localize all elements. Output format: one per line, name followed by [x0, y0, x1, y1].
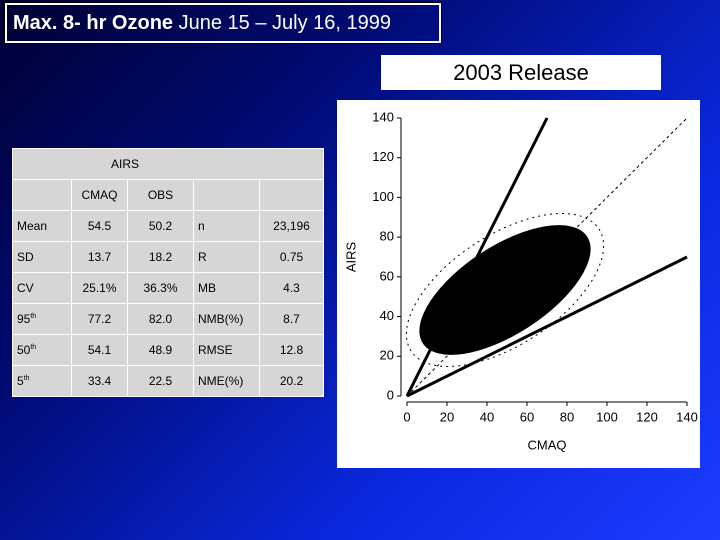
- stat-name: n: [193, 210, 260, 242]
- row-label-sup: th: [30, 313, 37, 320]
- y-tick-label: 100: [372, 189, 394, 204]
- row-label: 50th: [12, 334, 72, 366]
- table-cell: 54.5: [71, 210, 128, 242]
- x-axis-label: CMAQ: [528, 437, 567, 452]
- table-cell: 77.2: [71, 303, 128, 335]
- table-row: CV 25.1% 36.3% MB 4.3: [12, 272, 324, 304]
- table-cell: 0.75: [259, 241, 324, 273]
- x-tick-label: 60: [520, 409, 534, 424]
- table-cell: 12.8: [259, 334, 324, 366]
- row-label-text: CV: [17, 281, 34, 295]
- table-cell: 82.0: [127, 303, 194, 335]
- row-label-text: SD: [17, 250, 34, 264]
- table-cell: 4.3: [259, 272, 324, 304]
- table-cell: 22.5: [127, 365, 194, 397]
- scatter-chart: 0 20 40 60 80 100 120 140 0 20 40 60 80 100 120 140 CMAQ…: [337, 100, 700, 468]
- table-row: SD 13.7 18.2 R 0.75: [12, 241, 324, 273]
- y-tick-label: 120: [372, 149, 394, 164]
- y-tick-label: 60: [380, 268, 394, 283]
- table-cell: 8.7: [259, 303, 324, 335]
- blank-cell: [12, 179, 72, 211]
- row-label: Mean: [12, 210, 72, 242]
- x-tick-label: 40: [480, 409, 494, 424]
- table-row: 5th 33.4 22.5 NME(%) 20.2: [12, 365, 324, 397]
- row-label: 5th: [12, 365, 72, 397]
- stat-name: MB: [193, 272, 260, 304]
- cloud-core: [419, 225, 591, 355]
- x-tick-label: 80: [560, 409, 574, 424]
- table-cell: 33.4: [71, 365, 128, 397]
- y-tick-label: 20: [380, 348, 394, 363]
- y-tick-label: 140: [372, 109, 394, 124]
- title-rest: June 15 – July 16, 1999: [178, 12, 391, 34]
- x-tick-label: 0: [403, 409, 410, 424]
- row-label: SD: [12, 241, 72, 273]
- row-label-text: 50: [17, 343, 31, 357]
- stat-name: R: [193, 241, 260, 273]
- column-header: OBS: [127, 179, 194, 211]
- release-label: 2003 Release: [381, 55, 661, 90]
- table-row: Mean 54.5 50.2 n 23,196: [12, 210, 324, 242]
- title-bold: Max. 8- hr Ozone: [13, 12, 174, 34]
- x-tick-label: 140: [676, 409, 698, 424]
- stats-table: AIRS CMAQ OBS Mean 54.5 50.2 n 23,196 SD 13.7 18.2…: [12, 148, 324, 397]
- cloud-halo: [405, 213, 605, 367]
- table-cell: 48.9: [127, 334, 194, 366]
- blank-cell: [193, 179, 260, 211]
- y-tick-label: 40: [380, 308, 394, 323]
- y-axis-label: AIRS: [343, 242, 358, 273]
- stat-name: RMSE: [193, 334, 260, 366]
- table-cell: 20.2: [259, 365, 324, 397]
- reference-line: [406, 255, 688, 398]
- table-cell: 36.3%: [127, 272, 194, 304]
- point-cloud: [405, 213, 605, 367]
- stat-name: NME(%): [193, 365, 260, 397]
- row-label-text: 5: [17, 374, 24, 388]
- x-tick-label: 100: [596, 409, 618, 424]
- table-cell: 13.7: [71, 241, 128, 273]
- table-cell: 50.2: [127, 210, 194, 242]
- row-label-sup: th: [30, 344, 37, 351]
- group-header-row: AIRS: [12, 148, 324, 180]
- stat-name: NMB(%): [193, 303, 260, 335]
- table-cell: 54.1: [71, 334, 128, 366]
- x-tick-label: 120: [636, 409, 658, 424]
- table-cell: 18.2: [127, 241, 194, 273]
- y-tick-label: 0: [387, 387, 394, 402]
- row-label: 95th: [12, 303, 72, 335]
- group-header: AIRS: [12, 148, 324, 180]
- column-header-row: CMAQ OBS: [12, 179, 324, 211]
- table-cell: 25.1%: [71, 272, 128, 304]
- blank-cell: [259, 179, 324, 211]
- column-header: CMAQ: [71, 179, 128, 211]
- table-cell: 23,196: [259, 210, 324, 242]
- reference-line: [405, 117, 549, 397]
- row-label: CV: [12, 272, 72, 304]
- table-row: 95th 77.2 82.0 NMB(%) 8.7: [12, 303, 324, 335]
- x-tick-label: 20: [440, 409, 454, 424]
- row-label-sup: th: [23, 375, 30, 382]
- row-label-text: Mean: [17, 219, 48, 233]
- table-row: 50th 54.1 48.9 RMSE 12.8: [12, 334, 324, 366]
- y-tick-label: 80: [380, 229, 394, 244]
- row-label-text: 95: [17, 312, 31, 326]
- slide-title: Max. 8- hr Ozone June 15 – July 16, 1999: [4, 2, 442, 44]
